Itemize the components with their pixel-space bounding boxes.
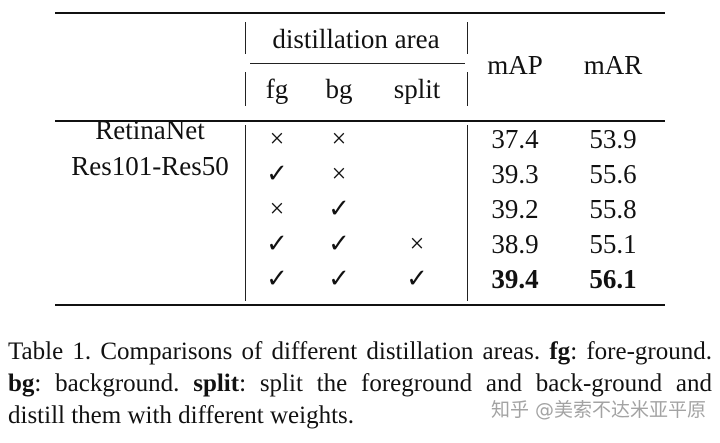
- row-2-bg: ×: [331, 159, 347, 188]
- row-1-mar: 53.9: [589, 124, 637, 154]
- table-top-rule: [55, 12, 665, 14]
- row-5-bg: ✓: [328, 264, 350, 293]
- row-2-map: 39.3: [491, 159, 539, 189]
- caption-fg-def: : fore-ground.: [570, 338, 712, 365]
- row-4-mar: 55.1: [589, 229, 637, 259]
- row-3-mar: 55.8: [589, 194, 637, 224]
- subheader-fg: fg: [265, 74, 289, 104]
- body-vline-right: [467, 125, 469, 301]
- group-header-rule: [250, 63, 465, 65]
- group-header: distillation area: [272, 24, 440, 54]
- subheader-bg: bg: [325, 74, 353, 104]
- table-caption: Table 1. Comparisons of different distil…: [8, 336, 712, 432]
- caption-bg-def: : background.: [34, 370, 194, 397]
- row-3-bg: ✓: [328, 194, 350, 223]
- row-5-fg: ✓: [266, 264, 288, 293]
- row-4-split: ×: [409, 229, 425, 258]
- row-2-fg: ✓: [266, 159, 288, 188]
- row-1-map: 37.4: [491, 124, 539, 154]
- caption-fg-term: fg: [549, 338, 571, 365]
- row-2-mar: 55.6: [589, 159, 637, 189]
- header-map: mAP: [487, 50, 543, 80]
- watermark: 知乎 @美索不达米亚平原: [490, 399, 706, 421]
- table-bottom-rule: [55, 304, 665, 306]
- model-backbone: Res101-Res50: [71, 151, 229, 181]
- row-3-map: 39.2: [491, 194, 539, 224]
- subheader-vline-left: [245, 72, 247, 106]
- row-4-fg: ✓: [266, 229, 288, 258]
- caption-split-term: split: [193, 370, 240, 397]
- header-mar: mAR: [583, 50, 643, 80]
- caption-split-def: : split the foreground and back-ground a…: [8, 370, 712, 429]
- caption-bg-term: bg: [8, 370, 35, 397]
- caption-lead: Table 1. Comparisons of different distil…: [8, 338, 550, 365]
- results-table: distillation area fg bg split mAP mAR Re…: [55, 12, 665, 306]
- row-1-fg: ×: [269, 124, 285, 153]
- row-1-bg: ×: [331, 124, 347, 153]
- header-vline-right: [467, 22, 469, 54]
- table-mid-rule: [55, 120, 665, 122]
- row-5-map-best: 39.4: [491, 264, 539, 294]
- row-4-bg: ✓: [328, 229, 350, 258]
- subheader-vline-right: [467, 72, 469, 106]
- body-vline-left: [245, 125, 247, 301]
- row-3-fg: ×: [269, 194, 285, 223]
- model-label: RetinaNet Res101-Res50: [55, 112, 245, 184]
- subheader-split: split: [393, 74, 441, 104]
- row-5-split: ✓: [406, 264, 428, 293]
- model-name: RetinaNet: [95, 115, 205, 145]
- header-vline-left: [245, 22, 247, 54]
- row-4-map: 38.9: [491, 229, 539, 259]
- row-5-mar-best: 56.1: [589, 264, 637, 294]
